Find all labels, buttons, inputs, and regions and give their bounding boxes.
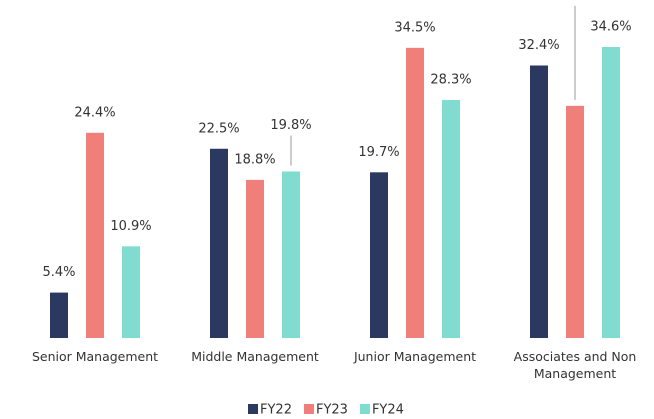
value-label: 22.5% (198, 121, 239, 136)
x-tick-label: Senior Management (31, 349, 159, 364)
x-tick-label: Junior Management (353, 349, 477, 364)
value-label: 32.4% (518, 38, 559, 53)
value-label: 34.6% (590, 20, 631, 35)
value-label: 28.3% (430, 72, 471, 87)
value-label: 27.6% (554, 0, 595, 3)
bar (566, 105, 584, 338)
legend-swatch (303, 404, 314, 414)
legend-swatch (359, 404, 370, 414)
legend-label: FY24 (372, 403, 404, 418)
bar (530, 65, 548, 338)
value-label: 10.9% (110, 219, 151, 234)
value-label: 18.8% (234, 152, 275, 167)
bar (246, 179, 264, 338)
value-label: 19.7% (358, 145, 399, 160)
bar (406, 47, 424, 339)
bar (50, 292, 68, 338)
legend-swatch (248, 404, 258, 414)
x-tick-label: Associates and Non Management (513, 349, 637, 381)
bar (370, 172, 388, 338)
bar (122, 246, 140, 338)
value-label: 34.5% (394, 20, 435, 35)
bar (210, 148, 228, 338)
value-label: 19.8% (270, 118, 311, 133)
legend-label: FY22 (260, 403, 292, 418)
x-tick-label: Middle Management (191, 349, 319, 364)
legend-label: FY23 (316, 403, 348, 418)
bar (86, 132, 104, 338)
bar (442, 99, 460, 338)
bar (602, 47, 620, 338)
bar (282, 171, 300, 338)
value-label: 5.4% (42, 265, 75, 280)
value-label: 24.4% (74, 105, 115, 120)
